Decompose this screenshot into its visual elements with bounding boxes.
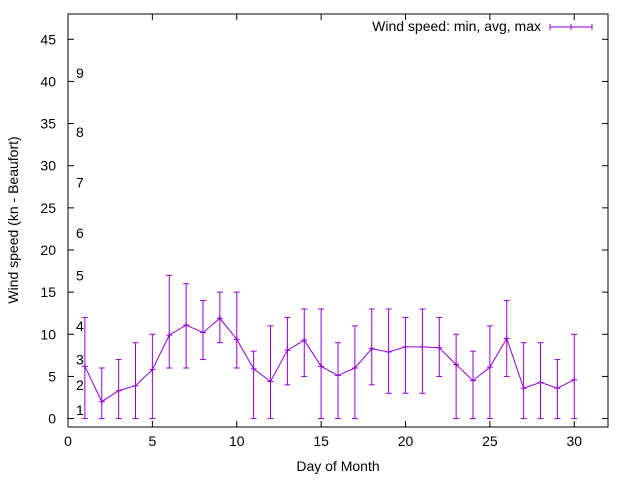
avg-point-day-29 bbox=[554, 385, 561, 392]
x-tick-label-10: 10 bbox=[229, 433, 245, 449]
y-tick-label-15: 15 bbox=[40, 284, 56, 300]
avg-point-day-19 bbox=[385, 348, 392, 355]
x-tick-label-15: 15 bbox=[313, 433, 329, 449]
y-tick-label-45: 45 bbox=[40, 31, 56, 47]
avg-point-day-14 bbox=[301, 337, 308, 344]
avg-point-day-2 bbox=[98, 398, 105, 405]
avg-point-day-30 bbox=[571, 376, 578, 383]
avg-point-day-1 bbox=[81, 363, 88, 370]
beaufort-label-8: 8 bbox=[76, 124, 84, 140]
avg-point-day-6 bbox=[166, 332, 173, 339]
legend-sample bbox=[549, 24, 593, 30]
avg-point-day-12 bbox=[267, 378, 274, 385]
y-tick-label-10: 10 bbox=[40, 326, 56, 342]
y-tick-label-20: 20 bbox=[40, 242, 56, 258]
y-tick-label-30: 30 bbox=[40, 158, 56, 174]
avg-point-day-26 bbox=[503, 335, 510, 342]
beaufort-labels: 1 2 3 4 5 6 7 8 9 bbox=[76, 65, 84, 418]
avg-point-day-5 bbox=[149, 366, 156, 373]
y-tick-label-40: 40 bbox=[40, 73, 56, 89]
series-layer bbox=[81, 274, 578, 420]
avg-point-day-15 bbox=[318, 363, 325, 370]
x-tick-label-5: 5 bbox=[148, 433, 156, 449]
avg-point-day-21 bbox=[419, 343, 426, 350]
avg-point-day-17 bbox=[351, 365, 358, 371]
y-tick-label-35: 35 bbox=[40, 116, 56, 132]
x-tick-label-0: 0 bbox=[64, 433, 72, 449]
y-tick-label-5: 5 bbox=[48, 368, 56, 384]
beaufort-label-1: 1 bbox=[76, 402, 84, 418]
avg-point-day-7 bbox=[183, 322, 190, 329]
beaufort-label-7: 7 bbox=[76, 175, 84, 191]
legend: Wind speed: min, avg, max bbox=[372, 18, 593, 34]
y-tick-label-0: 0 bbox=[48, 411, 56, 427]
avg-point-day-27 bbox=[520, 385, 527, 392]
y-axis-label: Wind speed (kn - Beaufort) bbox=[5, 136, 21, 303]
beaufort-label-6: 6 bbox=[76, 225, 84, 241]
avg-point-day-16 bbox=[335, 372, 341, 379]
avg-point-day-13 bbox=[284, 347, 291, 354]
x-axis-label: Day of Month bbox=[296, 458, 379, 474]
avg-point-day-9 bbox=[216, 315, 223, 322]
y-tick-label-25: 25 bbox=[40, 200, 56, 216]
avg-point-day-11 bbox=[250, 365, 257, 372]
plot-frame bbox=[67, 13, 609, 428]
avg-point-day-3 bbox=[115, 387, 122, 394]
avg-point-day-20 bbox=[402, 343, 409, 350]
x-tick-label-25: 25 bbox=[482, 433, 498, 449]
avg-point-day-4 bbox=[132, 382, 139, 389]
avg-point-day-18 bbox=[368, 345, 375, 352]
legend-label: Wind speed: min, avg, max bbox=[372, 18, 541, 34]
avg-point-day-22 bbox=[436, 344, 443, 351]
avg-point-day-24 bbox=[470, 377, 476, 384]
x-tick-label-20: 20 bbox=[398, 433, 414, 449]
avg-point-day-23 bbox=[453, 361, 460, 368]
beaufort-label-4: 4 bbox=[76, 318, 84, 334]
avg-point-day-25 bbox=[486, 364, 493, 371]
beaufort-label-5: 5 bbox=[76, 267, 84, 283]
beaufort-label-3: 3 bbox=[76, 352, 84, 368]
x-tick-label-30: 30 bbox=[566, 433, 582, 449]
avg-point-day-10 bbox=[233, 336, 240, 343]
series-line-avg bbox=[84, 317, 575, 403]
avg-point-day-28 bbox=[537, 379, 544, 386]
beaufort-label-2: 2 bbox=[76, 377, 84, 393]
avg-point-day-8 bbox=[200, 329, 206, 336]
beaufort-label-9: 9 bbox=[76, 65, 84, 81]
